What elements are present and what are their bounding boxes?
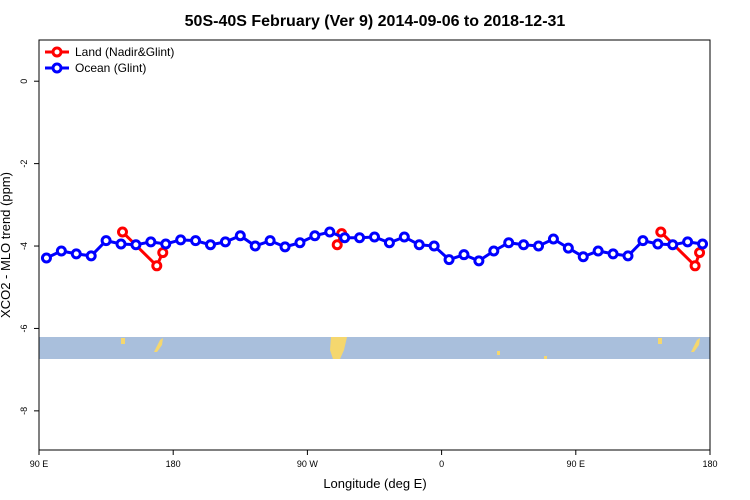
data-point: [130, 239, 142, 251]
data-point: [331, 239, 343, 251]
data-point: [637, 235, 649, 247]
x-tick-label: 90 W: [297, 459, 319, 469]
data-point: [413, 239, 425, 251]
legend-marker: [51, 62, 63, 74]
data-point: [339, 232, 351, 244]
y-axis-label: XCO2 - MLO trend (ppm): [0, 172, 13, 318]
x-tick-label: 180: [702, 459, 717, 469]
data-point: [249, 240, 261, 252]
data-point: [518, 239, 530, 251]
data-point: [697, 238, 709, 250]
x-tick-label: 90 E: [30, 459, 49, 469]
data-point: [562, 242, 574, 254]
y-tick-label: -4: [19, 242, 29, 250]
legend-label: Ocean (Glint): [75, 61, 146, 75]
data-point: [219, 236, 231, 248]
data-point: [488, 245, 500, 257]
y-tick-label: -8: [19, 407, 29, 415]
x-axis-label: Longitude (deg E): [323, 476, 426, 491]
data-point: [234, 230, 246, 242]
data-point: [547, 233, 559, 245]
data-point: [294, 237, 306, 249]
chart-title: 50S-40S February (Ver 9) 2014-09-06 to 2…: [185, 13, 566, 30]
map-strip: [39, 337, 710, 359]
data-point: [655, 226, 667, 238]
data-point: [503, 237, 515, 249]
data-point: [694, 247, 706, 259]
data-point: [145, 236, 157, 248]
data-point: [652, 238, 664, 250]
data-point: [592, 245, 604, 257]
data-point: [443, 254, 455, 266]
y-tick-label: -6: [19, 324, 29, 332]
ocean-band: [39, 337, 710, 359]
data-point: [428, 240, 440, 252]
data-point: [369, 231, 380, 243]
data-point: [383, 237, 395, 249]
data-point: [682, 236, 694, 248]
data-point: [458, 249, 470, 261]
data-point: [175, 234, 187, 246]
y-tick-label: 0: [19, 79, 29, 84]
data-point: [85, 250, 97, 262]
x-tick-label: 180: [166, 459, 181, 469]
data-point: [689, 260, 701, 272]
data-point: [398, 231, 410, 243]
data-point: [40, 252, 52, 264]
data-point: [190, 235, 202, 247]
data-point: [533, 240, 545, 252]
data-point: [309, 230, 321, 242]
data-point: [70, 248, 82, 260]
data-point: [622, 250, 634, 262]
data-point: [160, 238, 172, 250]
data-point: [55, 245, 67, 257]
legend-marker: [51, 46, 63, 58]
data-point: [115, 238, 127, 250]
data-point: [667, 239, 679, 251]
data-point: [279, 241, 291, 253]
data-point: [157, 247, 169, 259]
land-patches: [121, 337, 700, 359]
data-point: [204, 239, 216, 251]
x-tick-label: 0: [439, 459, 444, 469]
data-point: [354, 232, 366, 244]
data-point: [100, 235, 112, 247]
plot-frame: [38, 39, 711, 451]
legend-label: Land (Nadir&Glint): [75, 45, 174, 59]
data-point: [607, 248, 619, 260]
data-point: [117, 226, 129, 238]
data-point: [264, 235, 276, 247]
data-point: [324, 226, 336, 238]
data-point: [473, 255, 485, 267]
x-tick-label: 90 E: [567, 459, 586, 469]
data-point: [577, 251, 589, 263]
y-tick-label: -2: [19, 160, 29, 168]
data-point: [151, 260, 163, 272]
